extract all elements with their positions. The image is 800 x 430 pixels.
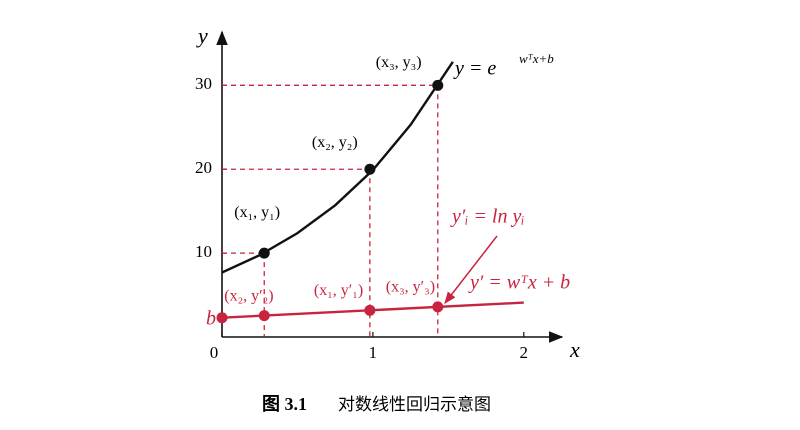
- x-tick-label: 1: [369, 343, 378, 362]
- curve-point: [432, 79, 444, 91]
- intercept-label: b: [206, 307, 216, 329]
- y-axis-label: y: [196, 23, 208, 48]
- line-equation: y′ = wᵀx + b: [468, 272, 570, 294]
- line-point: [364, 304, 376, 316]
- point-label: (x₃, y₃): [376, 54, 422, 71]
- x-tick-label: 0: [210, 343, 219, 362]
- point-label: (x₂, y₂): [312, 134, 358, 151]
- figure-caption: 对数线性回归示意图: [338, 395, 491, 414]
- curve-equation: y = e: [453, 58, 496, 80]
- point-label: (x₃, y′₃): [386, 279, 435, 296]
- x-tick-label: 2: [520, 343, 529, 362]
- figure-number: 图 3.1: [262, 394, 307, 414]
- point-label: (x₂, y′₂): [224, 287, 273, 304]
- line-point: [432, 301, 444, 313]
- curve-point: [364, 163, 376, 175]
- exp-curve: [221, 61, 454, 274]
- point-label: (x₁, y₁): [234, 204, 280, 221]
- curve-equation-exponent: wᵀx+b: [519, 51, 554, 66]
- y-tick-label: 30: [195, 74, 212, 93]
- line-point: [216, 312, 228, 324]
- y-tick-label: 20: [195, 158, 212, 177]
- line-point: [258, 310, 270, 322]
- annotation-arrow: [444, 235, 498, 304]
- curve-point: [258, 247, 270, 259]
- point-label: (x₁, y′₁): [314, 282, 363, 299]
- annotation: y′ᵢ = ln yᵢ: [450, 206, 525, 228]
- y-tick-label: 10: [195, 242, 212, 261]
- x-axis-label: x: [569, 337, 580, 362]
